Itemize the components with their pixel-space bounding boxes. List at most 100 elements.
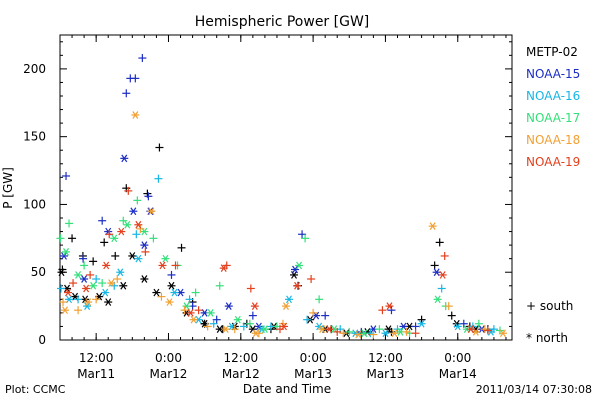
north-point <box>101 288 110 297</box>
north-point <box>152 288 161 297</box>
north-point <box>62 248 71 256</box>
south-point <box>80 261 89 270</box>
y-tick-label: 150 <box>23 130 46 144</box>
north-point <box>260 325 269 334</box>
north-point <box>381 329 390 338</box>
south-point <box>417 315 426 324</box>
south-point <box>68 234 77 243</box>
south-point <box>86 270 95 279</box>
south-point <box>194 306 203 315</box>
north-point <box>170 288 179 297</box>
legend-entry: NOAA-17 <box>526 111 580 125</box>
south-point <box>459 319 468 328</box>
north-point <box>140 275 149 283</box>
south-point <box>157 292 166 301</box>
south-point <box>113 275 122 283</box>
north-point <box>189 315 198 324</box>
south-point <box>345 327 354 336</box>
south-point <box>375 325 384 334</box>
south-point <box>309 308 318 317</box>
south-point <box>333 327 342 336</box>
south-point <box>98 216 107 225</box>
north-point <box>221 325 230 334</box>
south-point <box>155 143 164 152</box>
south-point <box>111 251 120 260</box>
north-point <box>128 252 137 260</box>
south-point <box>185 295 194 304</box>
north-point <box>82 284 91 293</box>
north-point <box>432 268 441 277</box>
north-point <box>453 322 462 331</box>
south-point <box>411 322 420 331</box>
north-point <box>134 254 143 263</box>
north-point <box>390 329 399 338</box>
north-point <box>147 207 156 216</box>
north-point <box>140 241 149 249</box>
x-tick-time-label: 12:00 <box>79 351 114 365</box>
x-tick-time-label: 0:00 <box>155 351 182 365</box>
south-point <box>444 302 453 311</box>
north-point <box>167 281 176 290</box>
south-point <box>74 295 83 304</box>
north-point <box>325 325 334 334</box>
south-point <box>180 306 189 315</box>
south-point <box>124 186 133 195</box>
south-point <box>378 306 387 315</box>
north-point <box>120 154 129 163</box>
south-point <box>430 261 439 270</box>
x-axis: 12:00 Mar11 0:00 Mar12 12:00 Mar12 0:00 Mar13 12… <box>59 35 507 381</box>
x-tick-date-label: Mar12 <box>150 367 188 381</box>
south-point <box>79 254 88 263</box>
south-point <box>411 329 420 338</box>
chart-title: Hemispheric Power [GW] <box>195 14 370 30</box>
y-axis-title: P [GW] <box>1 167 15 209</box>
series-noaa-19 <box>64 186 492 338</box>
north-point <box>123 220 132 229</box>
north-point <box>60 252 69 260</box>
series-noaa-18 <box>59 111 507 339</box>
legend-entry: METP-02 <box>526 45 578 59</box>
south-point <box>230 325 239 334</box>
north-point <box>182 302 191 310</box>
series-noaa-15 <box>60 54 486 336</box>
south-point <box>321 311 330 320</box>
north-point <box>131 111 140 119</box>
plot-timestamp: 2011/03/14 07:30:08 <box>476 383 592 396</box>
north-point <box>498 329 507 338</box>
south-point <box>59 298 68 307</box>
south-point <box>57 284 66 293</box>
south-point <box>301 234 310 243</box>
south-point <box>131 74 140 83</box>
hemisphere-legend-entry: * north <box>526 331 568 345</box>
north-point <box>250 302 259 310</box>
north-point <box>285 295 294 304</box>
south-point <box>307 275 316 283</box>
north-point <box>134 220 143 229</box>
south-point <box>246 284 255 293</box>
south-point <box>92 275 101 283</box>
south-point <box>447 311 456 320</box>
south-point <box>74 306 83 315</box>
north-point <box>282 302 290 310</box>
x-tick-time-label: 0:00 <box>444 351 471 365</box>
north-point <box>158 261 167 270</box>
north-point <box>233 315 242 324</box>
south-point <box>203 322 212 331</box>
north-point <box>65 295 74 304</box>
legend-entry: NOAA-18 <box>526 133 580 147</box>
hemisphere-legend-entry: + south <box>526 299 573 313</box>
north-point <box>219 264 228 273</box>
x-tick-date-label: Mar11 <box>77 367 115 381</box>
south-point <box>209 319 218 328</box>
south-point <box>105 230 114 239</box>
south-point <box>133 196 142 205</box>
north-point <box>117 227 126 236</box>
south-point <box>119 216 128 225</box>
north-point <box>385 302 394 310</box>
north-point <box>129 207 138 216</box>
x-tick-time-label: 12:00 <box>368 351 403 365</box>
south-point <box>339 329 348 338</box>
north-point <box>61 306 70 315</box>
y-tick-label: 100 <box>23 197 46 211</box>
